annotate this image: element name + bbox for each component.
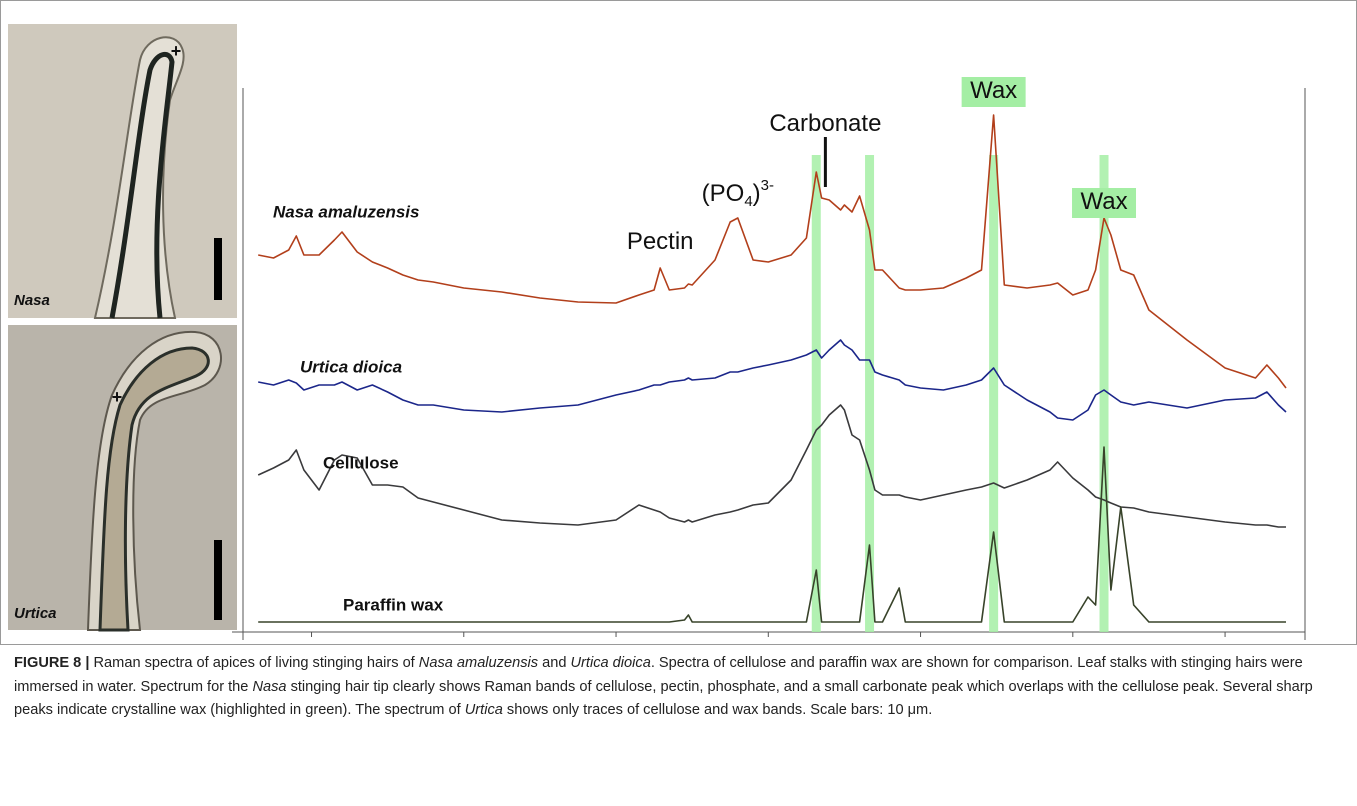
spectrum-line [258,339,1287,421]
micrograph-label: Urtica [14,605,57,622]
caption-text: Raman spectra of apices of living stingi… [93,655,419,671]
caption-italic: Urtica [464,702,503,719]
spectrum-line [257,404,1286,528]
caption-text: and [538,655,571,671]
spectrum-line [258,114,1287,389]
annotation-text: ) [753,180,761,207]
caption-text: shows only traces of cellulose and wax b… [502,702,933,719]
annotation: (PO4)3- [702,177,774,210]
micrograph: + Urtica [8,325,237,632]
annotation-sup: 3- [761,177,774,194]
caption-text: . Spectra of cellulose and paraffin wax … [14,655,1303,695]
annotation-text: (PO [702,180,745,207]
series-label: Urtica dioica [300,357,402,376]
annotation-box [961,77,1026,107]
annotation: Carbonate [769,110,881,137]
spectrum-line [258,446,1286,623]
caption-italic: Nasa [252,678,287,695]
annotation-text: Wax [970,77,1017,104]
annotation-sub: 4 [744,193,752,210]
caption-italic: Nasa amaluzensis [418,655,539,671]
svg-text:+: + [112,387,123,407]
highlight-band [865,155,875,632]
caption: FIGURE 8 | Raman spectra of apices of li… [14,652,1344,723]
annotation: Wax [970,77,1017,104]
micrograph-label: Nasa [14,292,50,309]
annotation: Wax [1080,188,1127,215]
figure-label: FIGURE 8 | [14,655,90,671]
highlight-band [989,155,999,632]
annotation: Pectin [627,228,694,255]
annotation-text: Wax [1080,188,1127,215]
svg-text:+: + [171,41,182,61]
highlight-band [1099,155,1109,632]
highlight-band [811,155,821,632]
caption-italic: Urtica dioica [570,655,651,671]
series-label: Paraffin wax [343,595,444,614]
annotation-box [1072,188,1137,218]
annotation-text: Pectin [627,228,694,255]
series-label: Nasa amaluzensis [273,202,419,221]
annotation-text: Carbonate [769,110,881,137]
series-label: Cellulose [323,453,399,472]
micrograph: + Nasa [8,24,237,319]
chart: + Nasa + Urtica cm-1 4006008001000120014… [0,0,1357,668]
caption-text: stinging hair tip clearly shows Raman ba… [14,678,1313,719]
